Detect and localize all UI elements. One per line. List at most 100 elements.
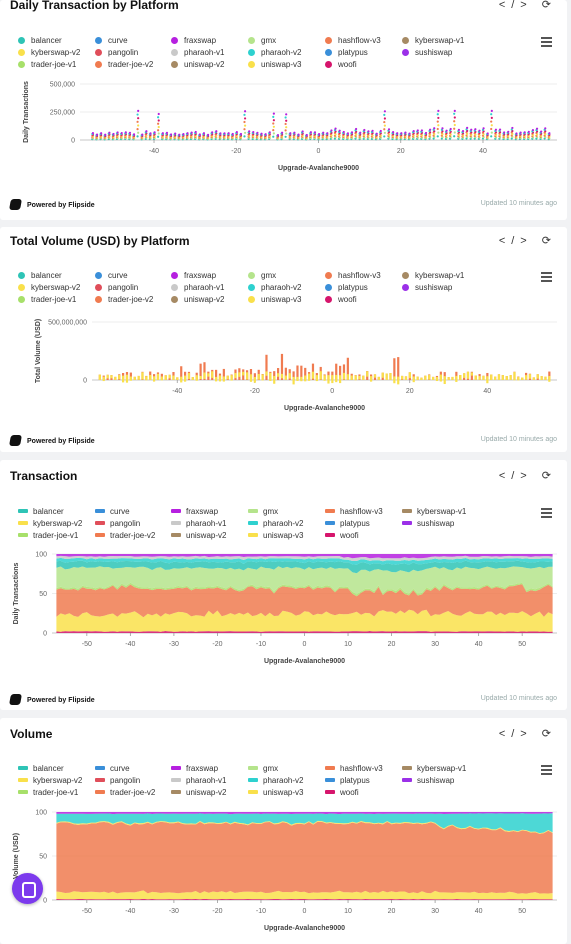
legend-item-uniswap-v3[interactable]: uniswap-v3 (248, 295, 301, 304)
legend-item-pharaoh-v1[interactable]: pharaoh-v1 (171, 776, 226, 785)
legend-swatch (171, 521, 181, 525)
legend-item-trader-joe-v1[interactable]: trader-joe-v1 (18, 295, 76, 304)
legend-item-uniswap-v3[interactable]: uniswap-v3 (248, 60, 301, 69)
legend-item-sushiswap[interactable]: sushiswap (402, 283, 452, 292)
legend-item-woofi[interactable]: woofi (325, 295, 357, 304)
legend-item-trader-joe-v2[interactable]: trader-joe-v2 (95, 60, 153, 69)
legend-item-pharaoh-v1[interactable]: pharaoh-v1 (171, 519, 226, 528)
legend-item-hashflow-v3[interactable]: hashflow-v3 (325, 36, 381, 45)
legend-item-platypus[interactable]: platypus (325, 283, 368, 292)
embed-refresh-icons[interactable]: </> ⟳ (498, 235, 557, 247)
legend-item-pharaoh-v1[interactable]: pharaoh-v1 (171, 283, 224, 292)
bar-segment (230, 375, 233, 381)
bar (296, 365, 299, 380)
legend-item-gmx[interactable]: gmx (248, 764, 278, 773)
legend-item-fraxswap[interactable]: fraxswap (171, 764, 218, 773)
legend-item-hashflow-v3[interactable]: hashflow-v3 (325, 271, 381, 280)
data-point (137, 117, 140, 120)
legend-item-gmx[interactable]: gmx (248, 36, 276, 45)
legend-item-pangolin[interactable]: pangolin (95, 776, 140, 785)
legend-swatch (95, 296, 102, 303)
legend-item-kyberswap-v1[interactable]: kyberswap-v1 (402, 764, 466, 773)
legend-item-fraxswap[interactable]: fraxswap (171, 507, 218, 516)
data-point (120, 131, 123, 135)
legend-item-fraxswap[interactable]: fraxswap (171, 271, 216, 280)
legend-item-platypus[interactable]: platypus (325, 776, 370, 785)
legend-item-kyberswap-v1[interactable]: kyberswap-v1 (402, 507, 466, 516)
legend-item-trader-joe-v1[interactable]: trader-joe-v1 (18, 531, 78, 540)
legend-item-sushiswap[interactable]: sushiswap (402, 48, 452, 57)
legend-item-kyberswap-v1[interactable]: kyberswap-v1 (402, 36, 464, 45)
legend-item-balancer[interactable]: balancer (18, 764, 64, 773)
chart-menu-icon[interactable] (541, 765, 552, 777)
legend-item-pangolin[interactable]: pangolin (95, 48, 138, 57)
legend-item-platypus[interactable]: platypus (325, 519, 370, 528)
legend-item-hashflow-v3[interactable]: hashflow-v3 (325, 764, 383, 773)
legend-item-sushiswap[interactable]: sushiswap (402, 519, 454, 528)
legend-item-hashflow-v3[interactable]: hashflow-v3 (325, 507, 383, 516)
chart-menu-icon[interactable] (541, 272, 552, 284)
legend-item-pharaoh-v2[interactable]: pharaoh-v2 (248, 48, 301, 57)
legend-item-uniswap-v2[interactable]: uniswap-v2 (171, 60, 224, 69)
legend-item-woofi[interactable]: woofi (325, 60, 357, 69)
embed-refresh-icons[interactable]: </> ⟳ (498, 728, 557, 740)
legend-item-trader-joe-v2[interactable]: trader-joe-v2 (95, 788, 155, 797)
data-point (268, 131, 271, 134)
legend-item-balancer[interactable]: balancer (18, 271, 62, 280)
chart-menu-icon[interactable] (541, 37, 552, 49)
legend-item-curve[interactable]: curve (95, 764, 130, 773)
legend-item-curve[interactable]: curve (95, 507, 130, 516)
legend-item-curve[interactable]: curve (95, 36, 128, 45)
powered-by-flipside[interactable]: Powered by Flipside (9, 435, 95, 446)
data-point (449, 127, 452, 131)
legend-item-pharaoh-v2[interactable]: pharaoh-v2 (248, 519, 303, 528)
legend-item-uniswap-v3[interactable]: uniswap-v3 (248, 788, 303, 797)
legend-item-pharaoh-v2[interactable]: pharaoh-v2 (248, 283, 301, 292)
legend-item-gmx[interactable]: gmx (248, 507, 278, 516)
data-point (437, 116, 440, 120)
legend-item-fraxswap[interactable]: fraxswap (171, 36, 216, 45)
legend-item-gmx[interactable]: gmx (248, 271, 276, 280)
legend-item-platypus[interactable]: platypus (325, 48, 368, 57)
bar-segment (346, 374, 349, 380)
legend-item-pangolin[interactable]: pangolin (95, 283, 138, 292)
bar-segment (133, 376, 136, 380)
legend-label: sushiswap (417, 776, 455, 785)
legend-item-kyberswap-v2[interactable]: kyberswap-v2 (18, 48, 80, 57)
legend-item-pharaoh-v1[interactable]: pharaoh-v1 (171, 48, 224, 57)
legend-item-trader-joe-v1[interactable]: trader-joe-v1 (18, 788, 78, 797)
legend-item-trader-joe-v2[interactable]: trader-joe-v2 (95, 531, 155, 540)
embed-refresh-icons[interactable]: </> ⟳ (498, 470, 557, 482)
bar-segment (207, 373, 210, 377)
legend-item-kyberswap-v1[interactable]: kyberswap-v1 (402, 271, 464, 280)
legend-item-kyberswap-v2[interactable]: kyberswap-v2 (18, 283, 80, 292)
chart-menu-icon[interactable] (541, 508, 552, 520)
legend-item-uniswap-v2[interactable]: uniswap-v2 (171, 295, 224, 304)
embed-refresh-icons[interactable]: </> ⟳ (498, 0, 557, 11)
data-point (198, 133, 201, 136)
legend-label: woofi (340, 531, 359, 540)
legend-label: pharaoh-v2 (263, 519, 304, 528)
legend-item-woofi[interactable]: woofi (325, 788, 359, 797)
data-point (375, 132, 378, 135)
data-point (515, 132, 518, 135)
legend-item-pharaoh-v2[interactable]: pharaoh-v2 (248, 776, 303, 785)
legend-item-pangolin[interactable]: pangolin (95, 519, 140, 528)
powered-by-flipside[interactable]: Powered by Flipside (9, 199, 95, 210)
legend-item-trader-joe-v1[interactable]: trader-joe-v1 (18, 60, 76, 69)
legend-item-curve[interactable]: curve (95, 271, 128, 280)
legend-item-kyberswap-v2[interactable]: kyberswap-v2 (18, 776, 82, 785)
legend-item-uniswap-v2[interactable]: uniswap-v2 (171, 531, 226, 540)
legend-item-trader-joe-v2[interactable]: trader-joe-v2 (95, 295, 153, 304)
legend-item-woofi[interactable]: woofi (325, 531, 359, 540)
legend-label: pharaoh-v1 (184, 48, 225, 57)
legend-item-uniswap-v3[interactable]: uniswap-v3 (248, 531, 303, 540)
powered-by-flipside[interactable]: Powered by Flipside (9, 694, 95, 705)
legend-item-uniswap-v2[interactable]: uniswap-v2 (171, 788, 226, 797)
legend-item-sushiswap[interactable]: sushiswap (402, 776, 454, 785)
flipside-assistant-button[interactable] (12, 873, 43, 904)
data-point (383, 135, 386, 138)
legend-item-balancer[interactable]: balancer (18, 36, 62, 45)
legend-item-balancer[interactable]: balancer (18, 507, 64, 516)
legend-item-kyberswap-v2[interactable]: kyberswap-v2 (18, 519, 82, 528)
